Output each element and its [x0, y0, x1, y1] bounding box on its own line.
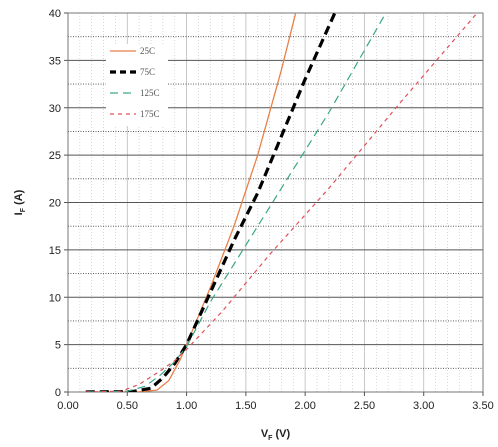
y-tick-label: 40: [49, 8, 61, 20]
legend-label: 175C: [140, 109, 160, 119]
tick-labels: 0.00 0.50 1.00 1.50 2.00 2.50 3.00 3.50 0 5 10 15 20…: [49, 8, 494, 412]
x-tick-label: 1.00: [176, 400, 197, 412]
x-axis-title-subscript: F: [268, 435, 273, 442]
legend-label: 125C: [140, 88, 160, 98]
x-tick-label: 1.50: [235, 400, 256, 412]
y-axis-title-main: I: [13, 212, 25, 215]
x-tick-label: 0.00: [57, 400, 78, 412]
y-axis-title-group: IF (A): [13, 189, 27, 215]
legend-box: [106, 44, 168, 126]
x-tick-label: 2.00: [294, 400, 315, 412]
axes: [64, 12, 484, 396]
x-tick-label: 3.00: [413, 400, 434, 412]
legend: 25C 75C 125C 175C: [106, 44, 168, 126]
y-tick-label: 35: [49, 55, 61, 67]
axis-titles: VF (V)IF (A): [13, 189, 291, 442]
y-axis-title-subscript: F: [20, 207, 27, 212]
y-tick-label: 25: [49, 150, 61, 162]
y-tick-label: 10: [49, 292, 61, 304]
series-line-125c: [85, 13, 387, 392]
legend-label: 75C: [140, 67, 155, 77]
y-axis-title: IF (A): [13, 189, 27, 215]
series-line-175c: [85, 13, 478, 392]
legend-label: 25C: [140, 46, 155, 56]
x-tick-label: 0.50: [117, 400, 138, 412]
series-line-75c: [85, 13, 337, 392]
y-tick-label: 5: [55, 340, 61, 352]
x-axis-title-unit: (V): [272, 428, 290, 440]
y-tick-label: 20: [49, 198, 61, 210]
y-axis-title-unit: (A): [13, 189, 25, 208]
x-tick-label: 3.50: [472, 400, 493, 412]
y-tick-label: 30: [49, 103, 61, 115]
x-axis-title: VF (V): [261, 428, 291, 442]
x-axis-title-main: V: [261, 428, 269, 440]
y-tick-label: 15: [49, 245, 61, 257]
series-group: [85, 13, 478, 392]
y-tick-label: 0: [55, 387, 61, 399]
series-line-25c: [85, 13, 297, 392]
x-tick-label: 2.50: [354, 400, 375, 412]
